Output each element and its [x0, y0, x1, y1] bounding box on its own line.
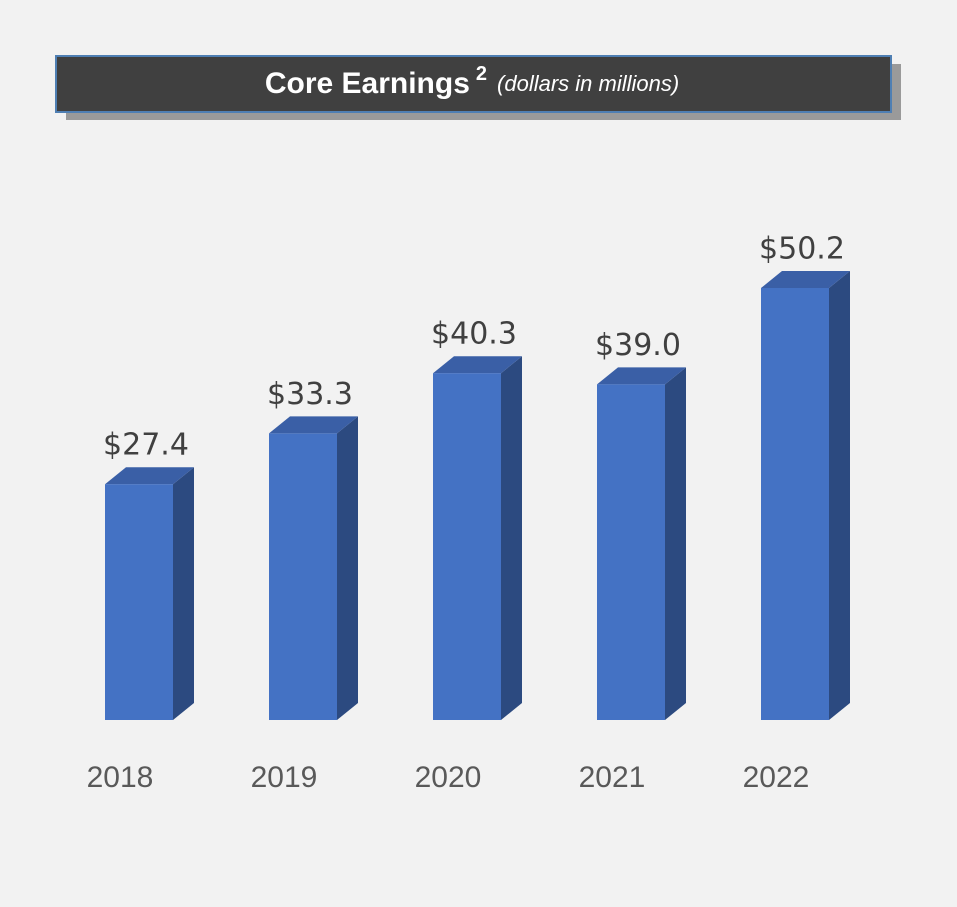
value-label: $33.3 — [267, 377, 353, 412]
title-group: Core Earnings 2 (dollars in millions) — [265, 63, 679, 100]
x-tick-label: 2022 — [743, 761, 810, 794]
x-tick-label: 2021 — [579, 761, 646, 794]
bar-top — [597, 367, 686, 385]
value-label: $27.4 — [103, 428, 189, 463]
value-label: $39.0 — [595, 328, 681, 363]
value-label: $40.3 — [431, 317, 517, 352]
bar-side — [337, 416, 358, 720]
subtitle: (dollars in millions) — [497, 71, 679, 96]
bar-side — [829, 271, 850, 720]
bar-top — [761, 271, 850, 288]
bar — [269, 433, 337, 720]
bar-side — [173, 467, 194, 720]
bar-side — [665, 367, 686, 720]
chart-title: Core Earnings — [265, 67, 470, 100]
title-footnote: 2 — [476, 63, 487, 85]
title-box — [55, 55, 892, 113]
bar-top — [433, 356, 522, 374]
bar-top — [269, 416, 358, 434]
bar — [761, 288, 829, 720]
bar-side — [501, 356, 522, 720]
bar — [597, 384, 665, 720]
value-label: $50.2 — [759, 232, 845, 267]
bar-top — [105, 467, 194, 485]
x-tick-label: 2020 — [415, 761, 482, 794]
bar — [105, 484, 173, 720]
bar — [433, 373, 501, 720]
x-tick-label: 2018 — [87, 761, 154, 794]
x-tick-label: 2019 — [251, 761, 318, 794]
